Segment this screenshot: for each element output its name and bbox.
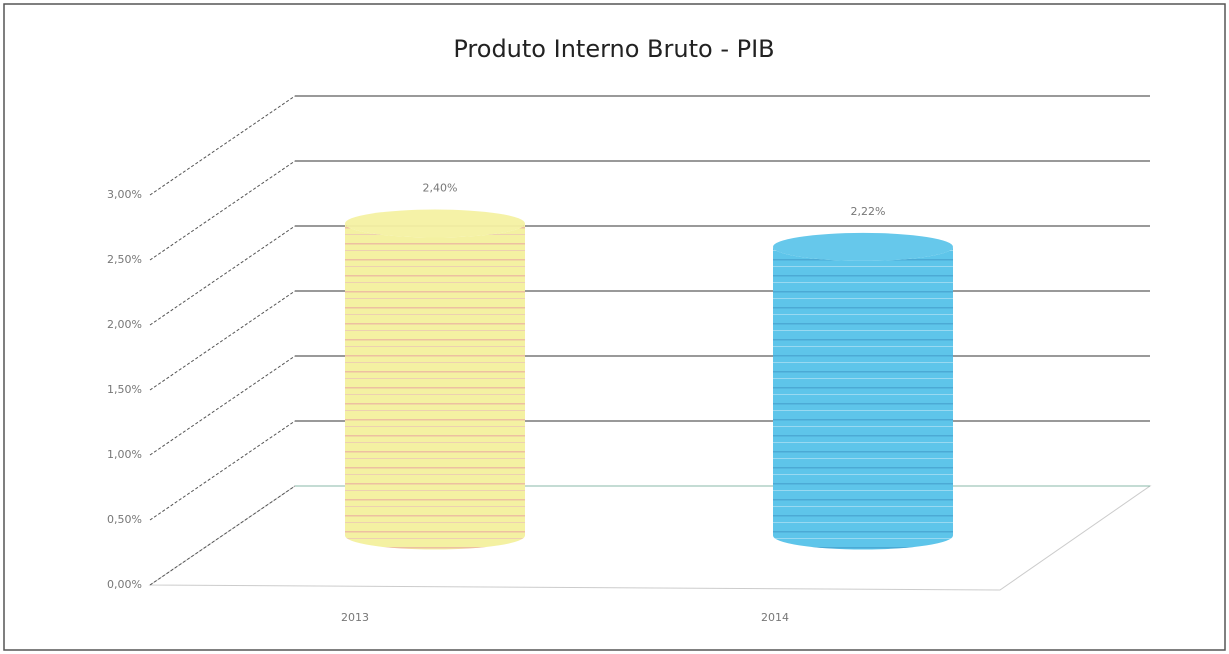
y-tick-label: 1,50% <box>107 383 142 396</box>
axis-diagonal <box>149 355 296 456</box>
axis-diagonal <box>149 160 296 261</box>
chart-title: Produto Interno Bruto - PIB <box>453 35 774 63</box>
y-tick-label: 0,00% <box>107 578 142 591</box>
axis-diagonal <box>149 290 296 391</box>
frame <box>3 3 1226 651</box>
cylinder <box>773 232 953 550</box>
axis-diagonal <box>149 420 296 521</box>
cylinder-part <box>345 209 525 238</box>
y-tick-label: 2,50% <box>107 253 142 266</box>
y-tick-label: 0,50% <box>107 513 142 526</box>
cylinder-part <box>345 223 525 550</box>
cylinder-part <box>773 232 953 261</box>
data-label: 2,22% <box>851 205 886 218</box>
x-tick-label: 2014 <box>761 611 789 624</box>
x-tick-label: 2013 <box>341 611 369 624</box>
axis-diagonal <box>149 95 296 196</box>
y-tick-label: 1,00% <box>107 448 142 461</box>
cylinder <box>345 209 525 550</box>
y-tick-label: 3,00% <box>107 188 142 201</box>
axis-diagonal <box>149 225 296 326</box>
y-tick-label: 2,00% <box>107 318 142 331</box>
cylinder-part <box>773 246 953 550</box>
data-label: 2,40% <box>423 182 458 195</box>
axis-diagonal <box>149 485 296 586</box>
